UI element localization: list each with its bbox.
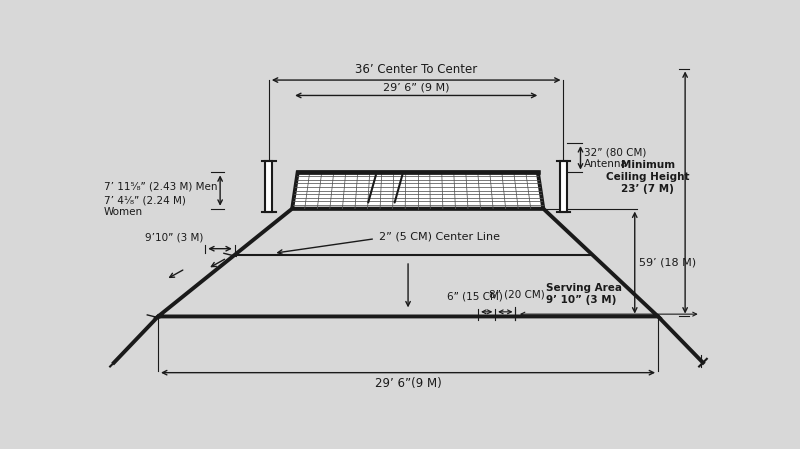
Text: 36’ Center To Center: 36’ Center To Center	[355, 63, 478, 76]
Text: 6” (15 CM): 6” (15 CM)	[447, 291, 503, 301]
Text: 7’ 4¹⁄₈” (2.24 M)
Women: 7’ 4¹⁄₈” (2.24 M) Women	[104, 196, 186, 217]
Text: Minimum
Ceiling Height
23’ (7 M): Minimum Ceiling Height 23’ (7 M)	[606, 160, 690, 194]
Text: 32” (80 CM)
Antenna: 32” (80 CM) Antenna	[584, 147, 646, 169]
Text: Serving Area
9’ 10” (3 M): Serving Area 9’ 10” (3 M)	[546, 283, 622, 305]
Text: 29’ 6” (9 M): 29’ 6” (9 M)	[383, 82, 450, 92]
Text: 29’ 6”(9 M): 29’ 6”(9 M)	[374, 377, 442, 390]
Text: 9’10” (3 M): 9’10” (3 M)	[146, 233, 204, 242]
Text: 59’ (18 M): 59’ (18 M)	[639, 258, 697, 268]
Bar	[266, 161, 273, 212]
Bar	[560, 161, 567, 212]
Text: 7’ 11⁵⁄₈” (2.43 M) Men: 7’ 11⁵⁄₈” (2.43 M) Men	[104, 182, 218, 192]
Text: 8” (20 CM): 8” (20 CM)	[489, 290, 545, 299]
Polygon shape	[292, 172, 543, 209]
Text: 2” (5 CM) Center Line: 2” (5 CM) Center Line	[379, 231, 500, 242]
